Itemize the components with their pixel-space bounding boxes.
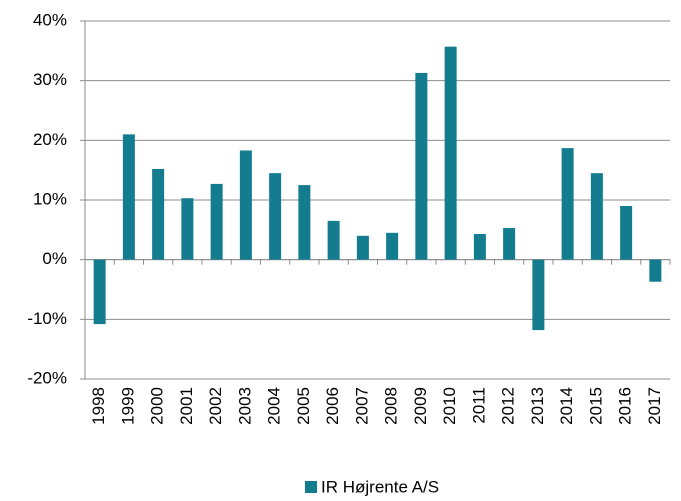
- bar: [122, 134, 135, 260]
- bar: [210, 183, 223, 260]
- x-tick-label: 2017: [645, 387, 664, 425]
- bar: [386, 232, 399, 260]
- x-tick-label: 2010: [440, 387, 459, 425]
- bar: [152, 168, 165, 260]
- bar: [269, 173, 282, 260]
- y-tick-label: 20%: [33, 130, 67, 149]
- y-tick-label: -20%: [27, 368, 67, 387]
- x-tick-label: 2006: [323, 387, 342, 425]
- y-tick-label: 40%: [33, 10, 67, 29]
- bar: [298, 185, 311, 260]
- x-tick-label: 2008: [382, 387, 401, 425]
- bar: [239, 150, 252, 260]
- y-tick-label: 30%: [33, 70, 67, 89]
- bar: [327, 220, 340, 260]
- bar: [649, 259, 662, 282]
- y-tick-label: -10%: [27, 309, 67, 328]
- x-tick-label: 2015: [586, 387, 605, 425]
- x-tick-label: 2004: [265, 387, 284, 425]
- bar: [356, 235, 369, 260]
- bar: [561, 148, 574, 260]
- x-tick-label: 2016: [616, 387, 635, 425]
- x-tick-label: 2002: [206, 387, 225, 425]
- x-tick-label: 2011: [469, 387, 488, 424]
- bar: [532, 259, 545, 331]
- x-tick-label: 2009: [411, 387, 430, 425]
- y-tick-label: 0%: [42, 249, 67, 268]
- x-tick-label: 2014: [557, 387, 576, 425]
- x-tick-label: 2001: [177, 387, 196, 425]
- legend-swatch: [305, 481, 317, 493]
- bar: [503, 228, 516, 260]
- bar: [590, 173, 603, 260]
- x-tick-label: 2007: [352, 387, 371, 425]
- bar: [415, 72, 428, 260]
- bar: [620, 205, 633, 260]
- legend-label: IR Højrente A/S: [321, 477, 439, 496]
- bar: [473, 234, 486, 260]
- x-tick-label: 2012: [499, 387, 518, 425]
- x-tick-label: 2013: [528, 387, 547, 425]
- x-tick-label: 1998: [89, 387, 108, 425]
- bar: [444, 46, 457, 260]
- x-tick-label: 2000: [148, 387, 167, 425]
- bar: [181, 198, 194, 260]
- y-tick-label: 10%: [33, 189, 67, 208]
- x-tick-label: 2003: [235, 387, 254, 425]
- bar: [93, 259, 106, 325]
- x-tick-label: 2005: [294, 387, 313, 425]
- x-tick-label: 1999: [118, 387, 137, 425]
